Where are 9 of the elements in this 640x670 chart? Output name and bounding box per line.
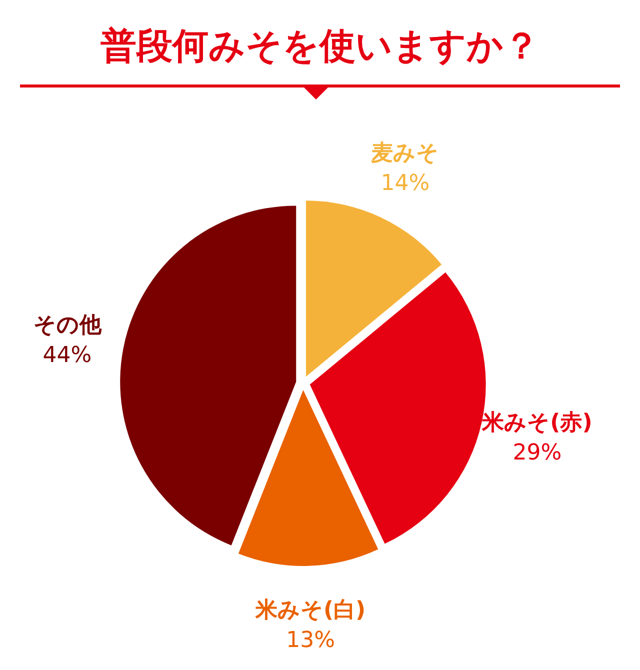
data-label: 13% <box>286 628 335 653</box>
data-label: 44% <box>42 343 92 368</box>
slice-label: 麦みそ <box>370 140 440 166</box>
data-label: 14% <box>380 170 430 196</box>
data-label: 29% <box>512 440 562 466</box>
slice-label: 米みそ(白) <box>254 598 366 623</box>
slice-label: 米みそ(赤) <box>481 410 592 436</box>
chart-title: 普段何みそを使いますか？ <box>100 26 540 67</box>
slice-label: その他 <box>33 313 102 338</box>
